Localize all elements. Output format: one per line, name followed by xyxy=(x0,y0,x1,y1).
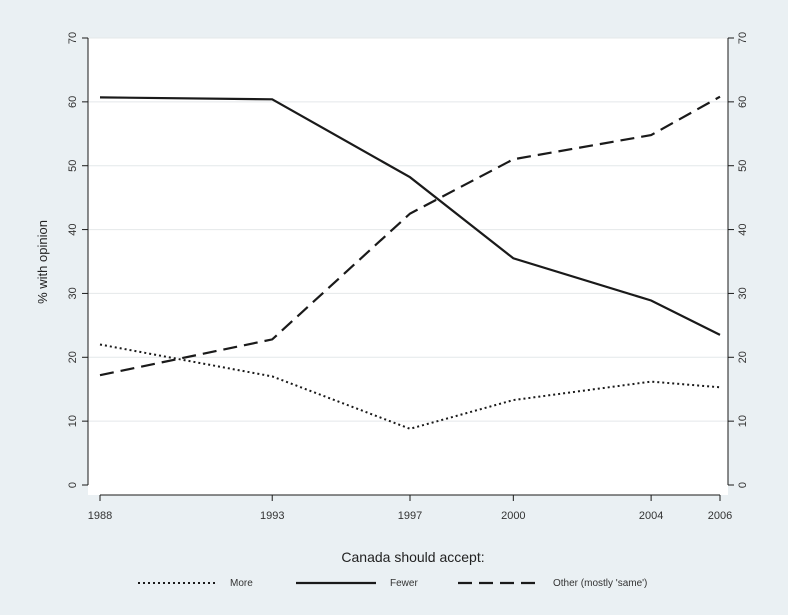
y-tick-label-right-0: 0 xyxy=(737,482,749,488)
y-tick-label-left-10: 10 xyxy=(67,415,79,427)
y-tick-label-left-50: 50 xyxy=(67,160,79,172)
y-tick-label-left-70: 70 xyxy=(67,32,79,44)
y-tick-label-left-30: 30 xyxy=(67,287,79,299)
legend-label-2: Fewer xyxy=(390,578,418,589)
x-tick-label-2006: 2006 xyxy=(708,510,732,522)
series-line-more xyxy=(99,343,721,430)
y-tick-label-right-70: 70 xyxy=(737,32,749,44)
series-line-fewer xyxy=(99,96,721,336)
y-tick-label-right-10: 10 xyxy=(737,415,749,427)
x-tick-label-1993: 1993 xyxy=(260,510,284,522)
y-tick-label-left-20: 20 xyxy=(67,351,79,363)
y-tick-label-right-20: 20 xyxy=(737,351,749,363)
legend-title: Canada should accept: xyxy=(341,549,484,565)
x-tick-label-1997: 1997 xyxy=(398,510,422,522)
y-tick-label-right-50: 50 xyxy=(737,160,749,172)
y-tick-label-right-30: 30 xyxy=(737,287,749,299)
legend-label-3: Other (mostly 'same') xyxy=(553,578,647,589)
x-tick-label-2004: 2004 xyxy=(639,510,663,522)
legend-label-1: More xyxy=(230,578,253,589)
y-tick-label-right-40: 40 xyxy=(737,223,749,235)
y-tick-label-right-60: 60 xyxy=(737,96,749,108)
y-tick-label-left-40: 40 xyxy=(67,223,79,235)
x-tick-label-2000: 2000 xyxy=(501,510,525,522)
legend: Canada should accept: More Fewer Other (mo… xyxy=(138,549,647,589)
y-axis-title: % with opinion xyxy=(35,220,50,304)
plot-area xyxy=(88,38,728,495)
y-tick-label-left-0: 0 xyxy=(67,482,79,488)
x-tick-label-1988: 1988 xyxy=(88,510,112,522)
axes: 0 0 10 10 20 20 30 30 40 40 50 50 60 60 70 70 1988 1993 19… xyxy=(67,32,749,522)
grid-lines xyxy=(88,37,728,422)
series-line-other-mostly-same xyxy=(99,95,721,377)
series-lines xyxy=(99,95,721,430)
y-tick-label-left-60: 60 xyxy=(67,96,79,108)
